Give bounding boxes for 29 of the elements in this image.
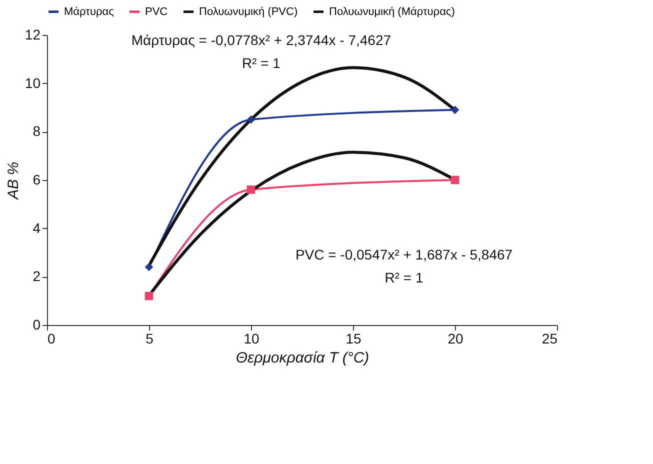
annotation: PVC = -0,0547x² + 1,687x - 5,8467 — [295, 246, 513, 262]
point — [450, 176, 460, 184]
y-tick-label: 8 — [32, 123, 41, 140]
point — [144, 262, 154, 272]
annotation: R² = 1 — [242, 55, 281, 71]
x-tick-label: 15 — [346, 330, 362, 346]
legend-label: Μάρτυρας — [64, 6, 114, 18]
x-tick-label: 20 — [448, 330, 464, 346]
point — [450, 106, 460, 114]
x-tick-label: 0 — [48, 330, 56, 346]
legend-label: Πολυωνυμική (Μάρτυρας) — [329, 6, 455, 18]
legend-label: PVC — [145, 6, 168, 18]
point — [246, 185, 256, 194]
legend-label: Πολυωνυμική (PVC) — [199, 6, 298, 18]
point — [246, 115, 256, 124]
x-tick-label: 5 — [146, 330, 154, 346]
x-tick-label: 25 — [542, 330, 558, 346]
x-axis-title: Θερμοκρασία T (°C) — [236, 350, 370, 366]
y-tick-label: 0 — [32, 316, 41, 332]
y-axis-title: AB % — [4, 162, 22, 200]
annotation: R² = 1 — [384, 270, 424, 286]
y-tick-label: 12 — [24, 26, 41, 42]
y-tick-label: 2 — [32, 268, 41, 284]
y-tick-label: 6 — [32, 172, 41, 188]
annotation: Μάρτυρας = -0,0778x² + 2,3744x - 7,4627 — [131, 32, 392, 48]
x-tick-label: 10 — [244, 330, 260, 346]
y-tick-label: 10 — [24, 74, 41, 91]
point — [144, 292, 154, 300]
y-tick-label: 4 — [32, 220, 41, 236]
